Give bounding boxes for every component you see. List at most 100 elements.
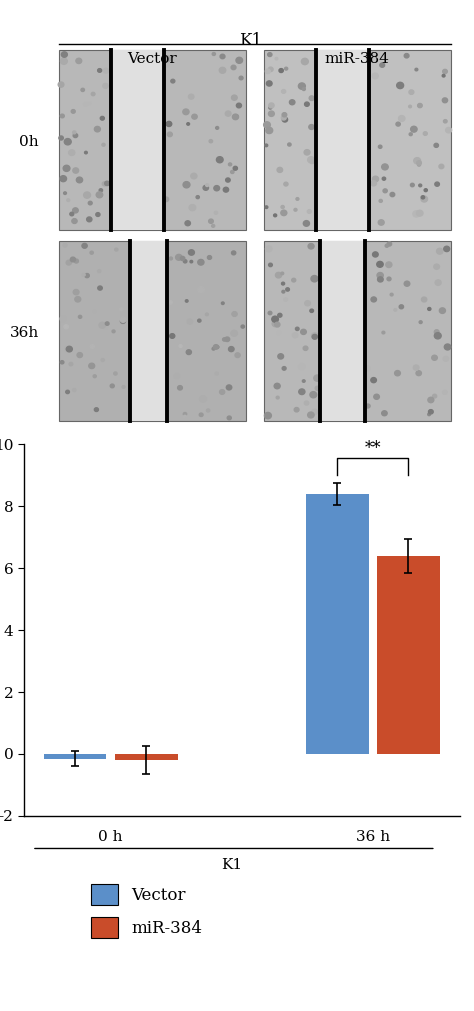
Circle shape bbox=[308, 412, 314, 418]
Circle shape bbox=[91, 92, 95, 96]
Circle shape bbox=[419, 184, 422, 187]
Circle shape bbox=[443, 390, 447, 394]
Circle shape bbox=[272, 320, 279, 327]
Circle shape bbox=[303, 346, 308, 351]
Circle shape bbox=[216, 126, 219, 129]
Circle shape bbox=[75, 296, 81, 302]
Circle shape bbox=[442, 75, 445, 77]
Bar bbox=[59, 51, 246, 229]
Circle shape bbox=[228, 163, 232, 166]
Circle shape bbox=[178, 385, 182, 390]
Circle shape bbox=[66, 347, 73, 352]
Circle shape bbox=[98, 286, 102, 290]
Circle shape bbox=[410, 183, 414, 187]
Circle shape bbox=[69, 150, 75, 156]
Circle shape bbox=[387, 242, 392, 246]
Circle shape bbox=[183, 109, 189, 114]
Circle shape bbox=[164, 197, 169, 201]
Circle shape bbox=[223, 187, 228, 192]
Circle shape bbox=[198, 260, 204, 265]
Circle shape bbox=[70, 212, 74, 215]
Circle shape bbox=[169, 301, 172, 304]
Circle shape bbox=[227, 417, 231, 420]
Circle shape bbox=[444, 119, 447, 123]
Circle shape bbox=[221, 302, 224, 304]
Bar bbox=[44, 754, 107, 758]
Circle shape bbox=[231, 171, 234, 174]
Circle shape bbox=[85, 274, 89, 278]
Circle shape bbox=[413, 210, 420, 217]
Circle shape bbox=[64, 192, 66, 194]
Circle shape bbox=[428, 397, 434, 402]
Bar bbox=[306, 493, 369, 754]
Circle shape bbox=[373, 176, 379, 182]
Circle shape bbox=[164, 56, 171, 62]
Circle shape bbox=[170, 334, 175, 339]
Circle shape bbox=[434, 330, 439, 334]
Circle shape bbox=[404, 281, 410, 286]
Circle shape bbox=[386, 262, 392, 268]
Circle shape bbox=[399, 115, 405, 121]
Circle shape bbox=[60, 361, 64, 364]
Circle shape bbox=[378, 277, 383, 282]
Circle shape bbox=[387, 277, 391, 281]
Circle shape bbox=[290, 100, 295, 105]
Circle shape bbox=[276, 396, 279, 399]
Circle shape bbox=[166, 121, 172, 126]
Circle shape bbox=[82, 273, 85, 276]
Circle shape bbox=[64, 325, 68, 329]
Circle shape bbox=[265, 206, 268, 208]
Circle shape bbox=[428, 409, 433, 413]
Circle shape bbox=[311, 276, 318, 282]
Circle shape bbox=[98, 69, 101, 72]
Bar bbox=[111, 51, 164, 229]
Circle shape bbox=[312, 409, 318, 415]
Circle shape bbox=[308, 244, 314, 249]
Circle shape bbox=[89, 363, 95, 369]
Circle shape bbox=[278, 354, 283, 359]
Text: 36h: 36h bbox=[9, 327, 39, 340]
Circle shape bbox=[103, 326, 107, 329]
Circle shape bbox=[232, 311, 237, 316]
Text: 0h: 0h bbox=[19, 134, 39, 149]
Circle shape bbox=[120, 318, 126, 324]
Circle shape bbox=[190, 261, 192, 263]
Circle shape bbox=[76, 59, 82, 64]
Circle shape bbox=[185, 299, 188, 302]
Circle shape bbox=[219, 389, 225, 394]
Circle shape bbox=[432, 355, 438, 360]
Circle shape bbox=[428, 413, 430, 416]
Circle shape bbox=[183, 182, 190, 188]
Circle shape bbox=[371, 377, 376, 383]
Circle shape bbox=[220, 55, 225, 59]
Circle shape bbox=[279, 69, 283, 73]
Circle shape bbox=[72, 218, 77, 223]
Circle shape bbox=[215, 372, 218, 375]
Circle shape bbox=[366, 404, 370, 408]
Circle shape bbox=[265, 144, 268, 147]
Circle shape bbox=[282, 112, 287, 117]
Circle shape bbox=[225, 337, 230, 342]
Circle shape bbox=[231, 331, 237, 337]
Circle shape bbox=[302, 380, 305, 382]
Circle shape bbox=[216, 346, 219, 349]
Circle shape bbox=[59, 135, 64, 140]
Circle shape bbox=[73, 133, 78, 137]
Circle shape bbox=[233, 167, 237, 170]
Circle shape bbox=[275, 323, 280, 327]
Circle shape bbox=[65, 346, 72, 352]
Circle shape bbox=[305, 300, 310, 305]
Bar bbox=[377, 556, 440, 754]
Circle shape bbox=[74, 259, 78, 263]
Circle shape bbox=[191, 173, 197, 179]
Circle shape bbox=[284, 182, 288, 186]
Circle shape bbox=[237, 103, 241, 108]
Legend: Vector, miR-384: Vector, miR-384 bbox=[84, 878, 209, 945]
Circle shape bbox=[377, 262, 383, 267]
Circle shape bbox=[439, 308, 446, 313]
Circle shape bbox=[382, 332, 385, 334]
Text: K1: K1 bbox=[239, 32, 262, 50]
Circle shape bbox=[382, 177, 386, 180]
Circle shape bbox=[61, 52, 67, 58]
Circle shape bbox=[198, 286, 204, 293]
